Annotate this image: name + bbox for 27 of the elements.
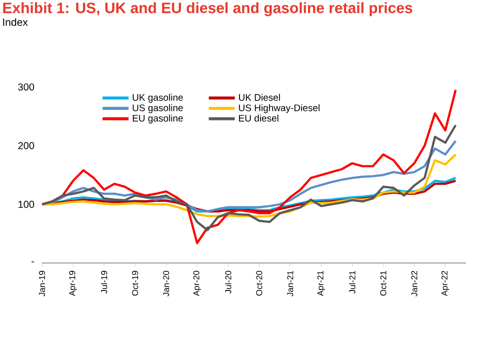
chart-subtitle: Index [3, 18, 28, 26]
line-series [40, 124, 457, 232]
x-tick-label: Jan-20 [163, 270, 170, 296]
y-tick-label: 100 [18, 200, 34, 208]
y-tick-label: 300 [18, 83, 34, 91]
legend-label: EU gasoline [132, 114, 183, 124]
x-tick-label: Jan-21 [287, 270, 294, 296]
legend-label: US gasoline [132, 104, 183, 114]
legend-label: EU diesel [239, 114, 278, 122]
x-tick-label: Apr-19 [69, 270, 77, 296]
x-tick-label: Jul-20 [225, 270, 232, 294]
x-tick-label: Oct-20 [256, 270, 262, 296]
x-tick-label: Jul-21 [349, 270, 356, 294]
x-tick-label: Jan-22 [411, 270, 418, 296]
chart-title: Exhibit 1: US, UK and EU diesel and gasoline retail prices [3, 2, 412, 16]
legend-label: UK gasoline [132, 94, 183, 103]
y-tick-label: 200 [18, 142, 34, 150]
legend-label: US Highway-Diesel [239, 104, 320, 114]
x-tick-label: Apr-20 [193, 270, 201, 296]
x-tick-label: Apr-21 [317, 270, 326, 296]
x-tick-label: Oct-21 [380, 270, 386, 296]
y-tick-label: - [32, 261, 34, 262]
x-tick-label: Jul-19 [100, 270, 108, 294]
x-tick-label: Jan-19 [39, 270, 46, 296]
x-tick-label: Oct-19 [132, 270, 138, 296]
x-tick-label: Apr-22 [441, 270, 450, 296]
legend-label: UK Diesel [239, 94, 280, 101]
